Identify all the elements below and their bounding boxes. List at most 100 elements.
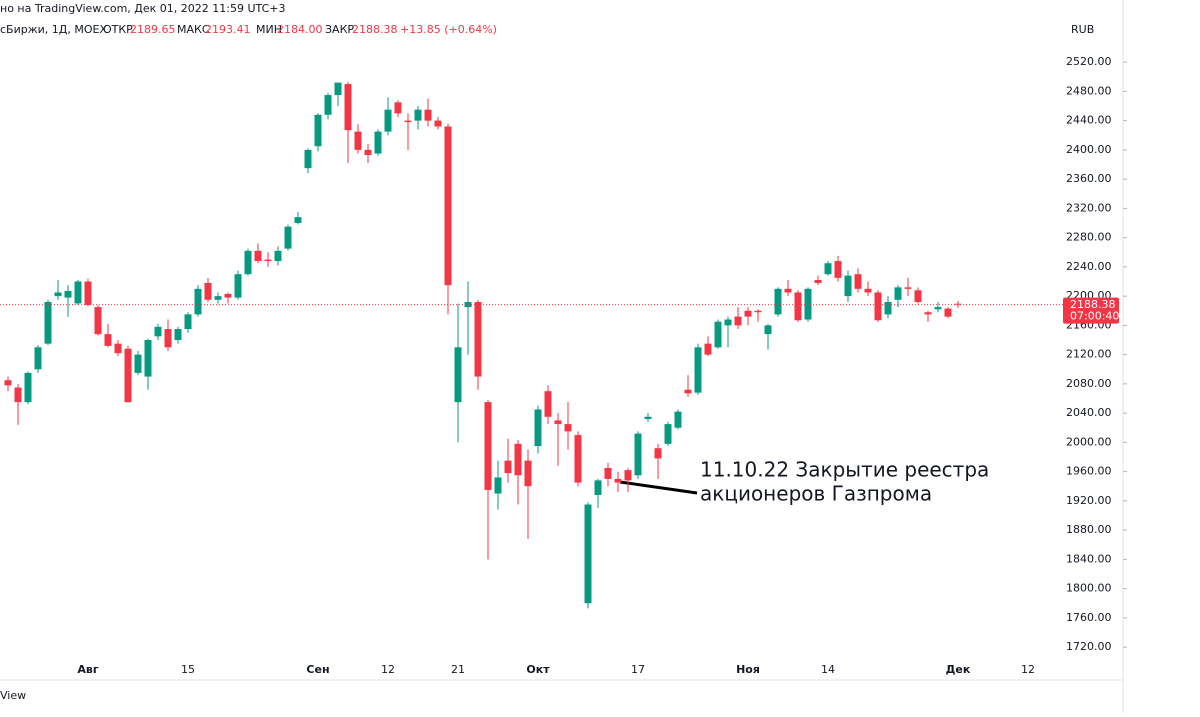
header-title: но на TradingView.com, Дек 01, 2022 11:5… [0, 2, 285, 15]
candle-body [834, 261, 842, 278]
candle-body [84, 281, 92, 305]
ohlc-value: 2188.38 [352, 23, 398, 36]
candle-body [214, 296, 222, 300]
change: +13.85 (+0.64%) [400, 23, 497, 36]
candle-body [144, 340, 152, 377]
candle-body [574, 435, 582, 483]
candle-body [174, 329, 182, 340]
x-tick-label: Ноя [736, 663, 760, 676]
y-tick-label: 1800.00 [1066, 582, 1112, 595]
candle-body [514, 443, 522, 476]
candle-body [194, 288, 202, 315]
candle-body [674, 411, 682, 428]
candle-body [764, 325, 772, 335]
candle-body [384, 109, 392, 132]
candle-body [944, 308, 952, 317]
candle-body [364, 149, 372, 156]
candle-body [904, 287, 912, 289]
candle-body [614, 478, 622, 483]
y-tick-label: 2360.00 [1066, 172, 1112, 185]
candle-body [554, 420, 562, 425]
y-tick-label: 1840.00 [1066, 552, 1112, 565]
candle-body [734, 316, 742, 326]
candle-body [884, 301, 892, 315]
candle-body [564, 424, 572, 432]
candle-body [124, 348, 132, 403]
candle-body [474, 301, 482, 377]
candle-body [854, 274, 862, 289]
candle-body [864, 288, 872, 293]
candle-body [484, 402, 492, 490]
candle-body [784, 288, 792, 293]
candle-body [704, 343, 712, 355]
y-tick-label: 2480.00 [1066, 84, 1112, 97]
currency: RUB [1071, 23, 1094, 36]
y-tick-label: 2040.00 [1066, 406, 1112, 419]
candle-body [684, 389, 692, 394]
candle-body [434, 120, 442, 127]
y-tick-label: 2400.00 [1066, 143, 1112, 156]
candle-body [64, 291, 72, 298]
candle-body [154, 326, 162, 337]
candle-body [924, 312, 932, 315]
candle-body [44, 301, 52, 344]
x-tick-label: 12 [1021, 663, 1035, 676]
y-tick-label: 2280.00 [1066, 231, 1112, 244]
candle-body [814, 280, 822, 283]
countdown: 07:00:40 [1070, 310, 1119, 323]
candle-body [354, 131, 362, 150]
x-tick-label: Окт [526, 663, 550, 676]
candle-body [14, 387, 22, 403]
x-tick-label: 21 [451, 663, 465, 676]
y-tick-label: 1920.00 [1066, 494, 1112, 507]
candle-body [824, 263, 832, 275]
y-tick-label: 1760.00 [1066, 611, 1112, 624]
y-tick-label: 2320.00 [1066, 201, 1112, 214]
y-tick-label: 2000.00 [1066, 435, 1112, 448]
candle-body [654, 448, 662, 459]
candle-body [404, 120, 412, 123]
ohlc-label: МИН [256, 23, 282, 36]
candle-body [314, 114, 322, 147]
candle-body [114, 343, 122, 354]
candle-body [794, 292, 802, 321]
price-box [1063, 297, 1119, 324]
candle-body [34, 347, 42, 370]
candle-body [204, 282, 212, 300]
candle-body [74, 281, 82, 304]
candle-body [594, 480, 602, 496]
x-tick-label: 14 [821, 663, 835, 676]
annotation-pointer [619, 480, 698, 495]
candle-body [644, 416, 652, 419]
candle-body [104, 334, 112, 346]
candle-body [664, 424, 672, 444]
ohlc-value: 2189.65 [130, 23, 176, 36]
candle-body [694, 347, 702, 393]
candle-body [714, 321, 722, 348]
candle-body [234, 274, 242, 298]
y-tick-label: 1720.00 [1066, 640, 1112, 653]
candle-body [524, 460, 532, 487]
candle-body [274, 250, 282, 262]
footer: View [0, 689, 26, 702]
ohlc-label: ОТКР [103, 23, 133, 36]
ohlc-label: ЗАКР [325, 23, 354, 36]
x-tick-label: Авг [77, 663, 98, 676]
candle-body [894, 287, 902, 300]
candle-body [504, 460, 512, 474]
y-tick-label: 1960.00 [1066, 465, 1112, 478]
y-tick-label: 2240.00 [1066, 260, 1112, 273]
candle-body [264, 259, 272, 262]
candle-body [134, 354, 142, 373]
y-tick-label: 2080.00 [1066, 377, 1112, 390]
candle-body [304, 149, 312, 169]
symbol: сБиржи, 1Д, MOEX [0, 23, 107, 36]
candle-body [324, 95, 332, 115]
candle-body [934, 307, 942, 310]
candle-body [624, 470, 632, 481]
candle-body [584, 504, 592, 604]
candle-body [24, 372, 32, 403]
annotation: 11.10.22 Закрытие реестра [700, 458, 989, 482]
candle-body [254, 250, 262, 262]
